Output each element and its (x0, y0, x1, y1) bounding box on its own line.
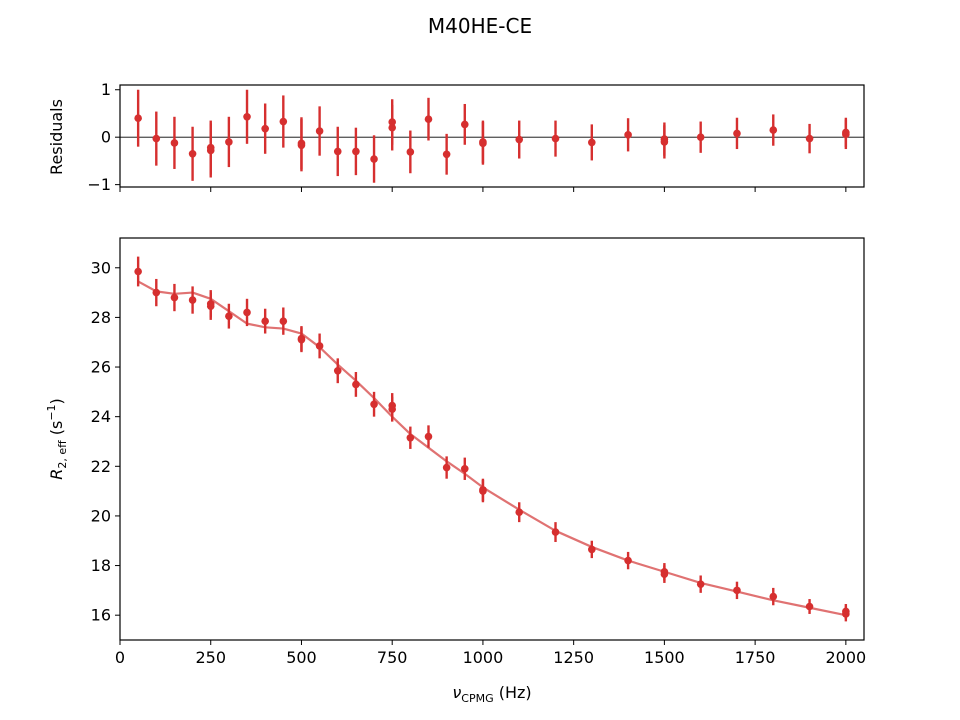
residuals-plot-frame (119, 84, 865, 188)
data-point (660, 570, 669, 579)
data-point (515, 135, 524, 144)
y-tick-label: 20 (91, 506, 111, 525)
x-tick-label: 750 (377, 648, 408, 667)
data-point (333, 366, 342, 375)
data-point (370, 155, 378, 163)
data-point (733, 129, 741, 138)
data-point (243, 308, 251, 317)
y-tick-label: 24 (91, 407, 111, 426)
data-point (152, 134, 161, 143)
y-tick-label: −1 (87, 175, 111, 194)
data-point (588, 138, 596, 147)
data-point (460, 120, 469, 129)
residuals-y-axis-label: Residuals (47, 99, 66, 175)
data-point (134, 114, 142, 123)
data-point (696, 580, 705, 588)
residuals-panel: Residuals −1 0 1 (47, 80, 865, 194)
data-point (733, 586, 741, 595)
data-point (225, 138, 233, 146)
data-point (460, 464, 469, 473)
data-point (515, 508, 524, 517)
x-tick-label: 1750 (735, 648, 776, 667)
y-tick-label: 30 (91, 258, 111, 277)
fit-line (137, 280, 847, 617)
data-point (442, 150, 451, 159)
data-point (406, 148, 415, 156)
data-point (424, 115, 433, 123)
data-point (315, 342, 324, 350)
data-point (406, 433, 415, 442)
main-panel: R2, eff (s−1) 0 250 500 750 1000 1250 1500 1750… (45, 237, 866, 705)
main-fit-curve (137, 280, 847, 617)
y-tick-label: 28 (91, 308, 111, 327)
data-point (297, 335, 306, 344)
data-point (696, 133, 705, 141)
data-point (279, 317, 288, 325)
data-point (442, 463, 451, 472)
data-point (769, 126, 778, 134)
figure-title: M40HE-CE (428, 14, 532, 38)
y-tick-label: 18 (91, 556, 111, 575)
main-data-points (134, 256, 850, 622)
data-point (479, 487, 487, 495)
data-point (315, 127, 324, 135)
data-point (370, 400, 378, 409)
data-point (188, 296, 197, 304)
main-y-axis-label: R2, eff (s−1) (45, 398, 69, 480)
data-point (206, 302, 215, 311)
main-y-ticks: 16 18 20 22 24 26 28 30 (91, 258, 120, 625)
data-point (152, 288, 161, 297)
data-point (479, 139, 487, 148)
residuals-y-ticks: −1 0 1 (87, 80, 120, 194)
y-tick-label: 26 (91, 358, 111, 377)
data-point (388, 405, 396, 414)
data-point (388, 123, 396, 132)
residuals-x-ticks (119, 187, 847, 192)
data-point (805, 602, 814, 611)
main-plot-frame (119, 237, 865, 641)
data-point (624, 556, 632, 565)
data-point (188, 149, 197, 158)
data-point (660, 138, 669, 146)
x-tick-label: 2000 (825, 648, 866, 667)
y-tick-label: 0 (101, 128, 111, 147)
data-point (551, 528, 560, 536)
data-point (352, 380, 360, 389)
data-point (134, 267, 142, 276)
x-tick-label: 1250 (553, 648, 594, 667)
data-point (297, 141, 306, 150)
data-point (261, 124, 269, 133)
data-point (170, 293, 179, 302)
x-tick-label: 250 (195, 648, 226, 667)
data-point (551, 134, 560, 143)
y-tick-label: 22 (91, 457, 111, 476)
y-tick-label: 1 (101, 80, 111, 99)
data-point (769, 592, 778, 601)
data-point (588, 545, 596, 554)
x-tick-label: 500 (286, 648, 317, 667)
x-tick-label: 1000 (463, 648, 504, 667)
data-point (424, 432, 433, 441)
data-point (842, 128, 850, 137)
data-point (170, 139, 179, 147)
data-point (333, 147, 342, 156)
data-point (279, 117, 288, 126)
data-point (261, 317, 269, 325)
y-tick-label: 16 (91, 606, 111, 625)
data-point (842, 610, 850, 618)
x-tick-label: 0 (115, 648, 125, 667)
data-point (805, 134, 814, 143)
main-x-ticks: 0 250 500 750 1000 1250 1500 1750 2000 (115, 640, 866, 667)
main-x-axis-label: νCPMG (Hz) (452, 683, 531, 705)
residuals-data-points (134, 89, 850, 183)
data-point (225, 312, 233, 320)
x-tick-label: 1500 (644, 648, 685, 667)
data-point (352, 147, 360, 156)
data-point (206, 146, 215, 155)
data-point (243, 112, 251, 121)
data-point (624, 131, 632, 139)
